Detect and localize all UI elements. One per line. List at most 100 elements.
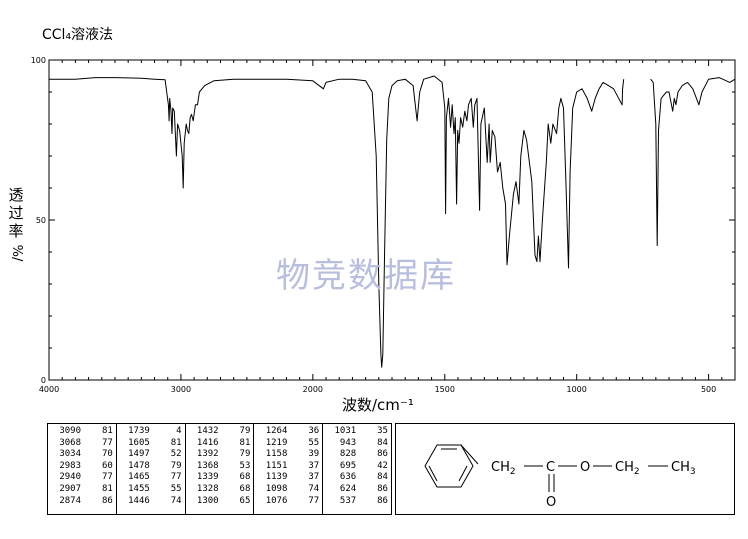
x-tick-label: 1000 — [567, 385, 587, 394]
peak-transmittance: 79 — [170, 460, 182, 471]
peak-row: 1219 55 — [257, 438, 319, 450]
peak-wavenumber: 3090 — [59, 426, 81, 436]
peak-transmittance: 53 — [239, 460, 251, 471]
peak-row: 3090 81 — [51, 426, 113, 438]
peak-transmittance: 79 — [239, 449, 251, 460]
peak-wavenumber: 1339 — [196, 472, 219, 483]
peak-row: 1300 65 — [189, 495, 251, 508]
peak-row: 695 42 — [326, 461, 388, 473]
peak-row: 1151 37 — [257, 461, 319, 473]
peak-wavenumber: 636 — [339, 472, 357, 483]
peak-row: 1031 35 — [326, 426, 388, 438]
peak-row: 943 84 — [326, 438, 388, 450]
axis-ticks — [48, 59, 736, 381]
benzene-ring — [424, 444, 474, 488]
peak-row: 1158 39 — [257, 449, 319, 461]
peak-row: 1392 79 — [189, 449, 251, 461]
carbonyl-carbon: C — [546, 460, 555, 475]
peak-transmittance: 37 — [308, 472, 320, 483]
peak-row: 1465 77 — [120, 472, 181, 484]
peak-row: 1339 68 — [189, 472, 251, 484]
peak-column: 3090 81 3068 77 3034 70 2983 60 2940 77 2907 81 2874… — [48, 424, 117, 514]
peak-transmittance: 37 — [308, 460, 320, 471]
watermark: 物竞数据库 — [276, 256, 456, 296]
peak-wavenumber: 1139 — [265, 472, 288, 483]
peak-row: 624 86 — [326, 484, 388, 496]
x-tick-label: 1500 — [435, 385, 455, 394]
ring-double-bond — [428, 465, 438, 482]
peak-row: 1739 4 — [120, 426, 181, 438]
molecular-structure: CH2 C O O CH2 CH3 — [395, 423, 735, 515]
peak-column: 1432 79 1416 81 1392 79 1368 53 1339 68 1328 68 1300… — [186, 424, 255, 514]
peak-row: 537 86 — [326, 496, 388, 508]
peak-wavenumber: 1031 — [334, 426, 357, 436]
peak-row: 1098 74 — [257, 484, 319, 496]
peak-wavenumber: 2874 — [59, 495, 81, 506]
y-tick-label: 0 — [41, 376, 46, 385]
ring-double-bond — [458, 465, 468, 482]
peak-transmittance: 74 — [308, 483, 320, 494]
peak-wavenumber: 695 — [339, 460, 357, 471]
bond — [460, 444, 479, 465]
peak-wavenumber: 1328 — [196, 483, 219, 494]
peak-wavenumber: 828 — [339, 449, 357, 460]
peak-row: 1497 52 — [120, 449, 182, 461]
peak-transmittance: 84 — [377, 437, 388, 448]
peak-row: 1455 55 — [120, 483, 182, 496]
x-tick-label: 2000 — [303, 385, 323, 394]
y-axis-label-main: 透过率 — [8, 186, 24, 240]
peak-wavenumber: 1151 — [265, 460, 288, 471]
peak-wavenumber: 2940 — [59, 472, 81, 483]
peak-transmittance: 81 — [101, 483, 113, 494]
peak-row: 1264 36 — [257, 426, 319, 438]
peak-wavenumber: 1264 — [265, 426, 288, 436]
peak-row: 1076 77 — [257, 496, 319, 508]
peak-row: 2874 86 — [51, 495, 112, 508]
peak-row: 828 86 — [326, 449, 388, 461]
peak-wavenumber: 3068 — [59, 437, 81, 448]
peak-transmittance: 36 — [308, 426, 320, 436]
peak-column: 1264 36 1219 55 1158 39 1151 37 1139 37 1098 74 1076… — [254, 424, 324, 514]
peak-wavenumber: 1219 — [265, 437, 288, 448]
peak-wavenumber: 1455 — [128, 483, 150, 494]
peak-transmittance: 68 — [239, 472, 251, 483]
peak-transmittance: 55 — [170, 483, 182, 494]
peak-row: 1368 53 — [189, 460, 251, 473]
peak-wavenumber: 1739 — [128, 426, 150, 436]
x-axis-label: 波数/cm⁻¹ — [342, 396, 414, 414]
peak-transmittance: 52 — [170, 449, 182, 460]
peak-column: 1739 4 1605 81 1497 52 1478 79 1465 77 1455 55 1446 7… — [117, 424, 186, 514]
peak-wavenumber: 943 — [339, 437, 357, 448]
peak-wavenumber: 3034 — [59, 449, 81, 460]
peak-transmittance: 81 — [239, 437, 251, 448]
peak-transmittance: 39 — [308, 449, 320, 460]
peak-transmittance: 86 — [377, 449, 388, 460]
peak-transmittance: 70 — [101, 449, 113, 460]
peak-wavenumber: 1432 — [196, 426, 219, 436]
peak-transmittance: 81 — [170, 437, 182, 448]
peak-transmittance: 65 — [239, 495, 251, 506]
peak-row: 1328 68 — [189, 483, 250, 496]
y-tick-label: 50 — [36, 216, 46, 225]
peak-wavenumber: 1478 — [128, 460, 150, 471]
peak-wavenumber: 1416 — [196, 437, 219, 448]
peak-wavenumber: 2983 — [59, 460, 81, 471]
peak-row: 3034 70 — [51, 449, 113, 461]
group-ch2-second: CH2 — [615, 460, 640, 477]
y-axis-label: 透过率 %/ — [6, 186, 26, 262]
x-tick-label: 3000 — [171, 385, 191, 394]
peak-row: 3068 77 — [51, 437, 112, 450]
peak-transmittance: 35 — [377, 426, 388, 436]
peak-row: 636 84 — [326, 472, 388, 484]
page-title: CCl₄溶液法 — [42, 27, 114, 43]
peak-transmittance: 77 — [308, 495, 320, 506]
peak-wavenumber: 1368 — [196, 460, 219, 471]
x-tick-label: 4000 — [39, 385, 59, 394]
peak-wavenumber: 624 — [339, 483, 357, 494]
peak-wavenumber: 1465 — [128, 472, 150, 483]
peak-transmittance: 81 — [101, 426, 113, 436]
peak-wavenumber: 1158 — [265, 449, 288, 460]
x-tick-label: 500 — [701, 385, 716, 394]
peak-transmittance: 86 — [377, 483, 388, 494]
